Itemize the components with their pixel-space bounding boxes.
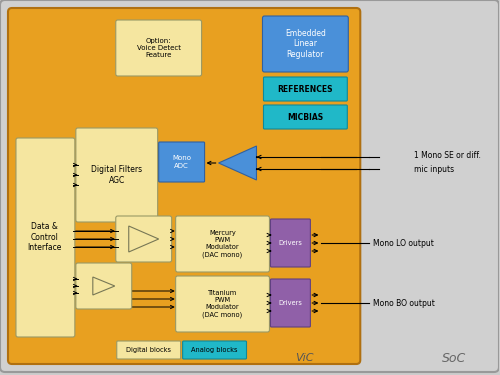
Text: Drivers: Drivers	[278, 240, 302, 246]
Text: Analog blocks: Analog blocks	[192, 347, 238, 353]
Text: MICBIAS: MICBIAS	[288, 112, 324, 122]
Text: 1 Mono SE or diff.: 1 Mono SE or diff.	[414, 150, 481, 159]
Text: mic inputs: mic inputs	[414, 165, 455, 174]
Text: Mono
ADC: Mono ADC	[172, 156, 191, 168]
FancyBboxPatch shape	[176, 216, 270, 272]
FancyBboxPatch shape	[8, 8, 360, 364]
Polygon shape	[218, 146, 256, 180]
Text: Mono BO output: Mono BO output	[374, 298, 435, 307]
FancyBboxPatch shape	[116, 216, 172, 262]
Text: Mercury
PWM
Modulator
(DAC mono): Mercury PWM Modulator (DAC mono)	[202, 230, 242, 258]
FancyBboxPatch shape	[182, 341, 246, 359]
FancyBboxPatch shape	[270, 219, 310, 267]
Text: Option:
Voice Detect
Feature: Option: Voice Detect Feature	[136, 38, 180, 58]
Text: SoC: SoC	[442, 351, 466, 364]
FancyBboxPatch shape	[76, 263, 132, 309]
Text: Embedded
Linear
Regulator: Embedded Linear Regulator	[285, 29, 326, 59]
FancyBboxPatch shape	[158, 142, 204, 182]
Text: REFERENCES: REFERENCES	[278, 84, 333, 93]
FancyBboxPatch shape	[117, 341, 180, 359]
Polygon shape	[128, 226, 158, 252]
FancyBboxPatch shape	[16, 138, 75, 337]
FancyBboxPatch shape	[176, 276, 270, 332]
FancyBboxPatch shape	[264, 77, 347, 101]
Text: Digital blocks: Digital blocks	[126, 347, 171, 353]
Text: Mono LO output: Mono LO output	[374, 238, 434, 248]
FancyBboxPatch shape	[270, 279, 310, 327]
Text: Drivers: Drivers	[278, 300, 302, 306]
FancyBboxPatch shape	[76, 128, 158, 222]
Text: ViC: ViC	[295, 353, 314, 363]
FancyBboxPatch shape	[116, 20, 202, 76]
Text: Data &
Control
Interface: Data & Control Interface	[28, 222, 62, 252]
FancyBboxPatch shape	[264, 105, 347, 129]
FancyBboxPatch shape	[262, 16, 348, 72]
Text: Titanium
PWM
Modulator
(DAC mono): Titanium PWM Modulator (DAC mono)	[202, 290, 242, 318]
Polygon shape	[93, 277, 115, 295]
Text: Digital Filters
AGC: Digital Filters AGC	[91, 165, 142, 185]
